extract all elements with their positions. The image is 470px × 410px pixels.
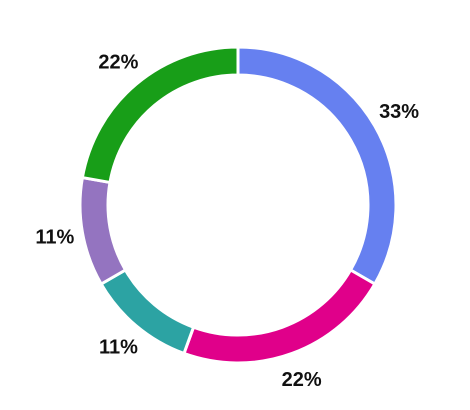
slice-label-5: 22% bbox=[98, 52, 138, 74]
slice-label-3: 11% bbox=[99, 336, 138, 358]
pie-slice-1 bbox=[236, 45, 398, 287]
pie-slice-4 bbox=[78, 175, 128, 287]
slice-label-1: 33% bbox=[379, 101, 419, 123]
pie-slice-5 bbox=[80, 45, 240, 185]
slice-label-4: 11% bbox=[35, 226, 74, 248]
pie-slice-2 bbox=[182, 267, 377, 365]
slice-label-2: 22% bbox=[282, 369, 322, 391]
